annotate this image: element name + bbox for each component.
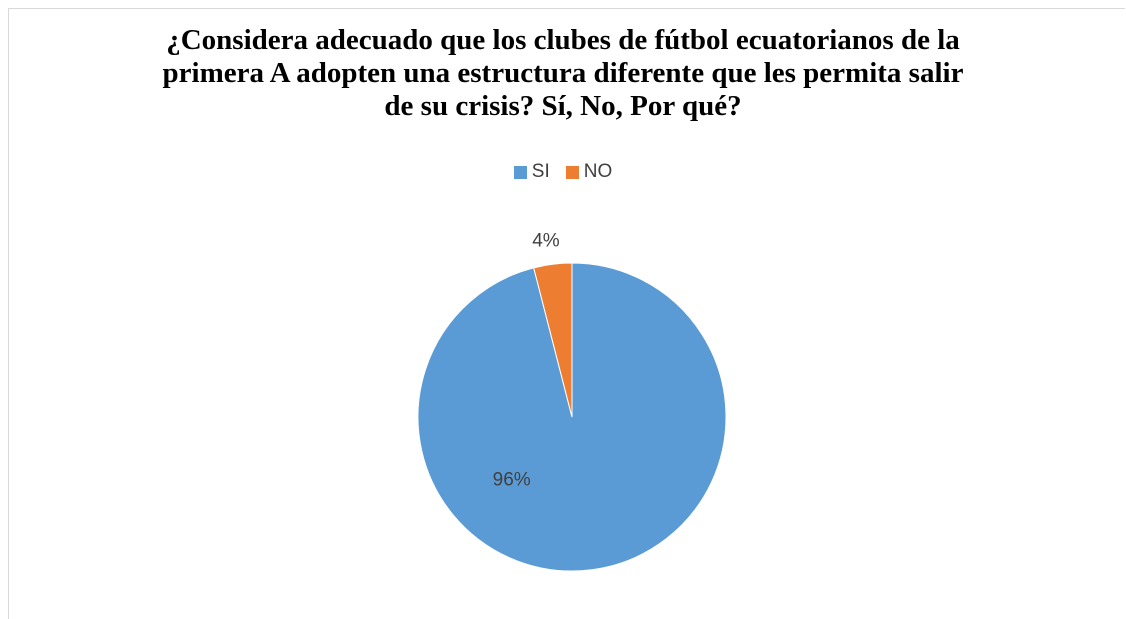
data-label-si: 96% [493, 470, 531, 491]
legend-label-no: NO [583, 161, 613, 182]
legend-swatch-no [565, 165, 579, 179]
legend-swatch-si [513, 165, 527, 179]
legend-item-no: NO [565, 161, 613, 183]
pie-slice-no [533, 262, 573, 418]
legend-label-si: SI [531, 161, 550, 182]
chart-title: ¿Considera adecuado que los clubes de fú… [0, 24, 1126, 123]
chart-title-line-3: de su crisis? Sí, No, Por qué? [384, 90, 742, 122]
chart-title-line-2: primera A adopten una estructura diferen… [162, 57, 964, 89]
pie-slices [417, 262, 727, 572]
data-label-no: 4% [532, 230, 560, 251]
legend-item-si: SI [513, 161, 550, 183]
chart-title-line-1: ¿Considera adecuado que los clubes de fú… [166, 24, 960, 56]
legend: SI NO [0, 161, 1126, 183]
